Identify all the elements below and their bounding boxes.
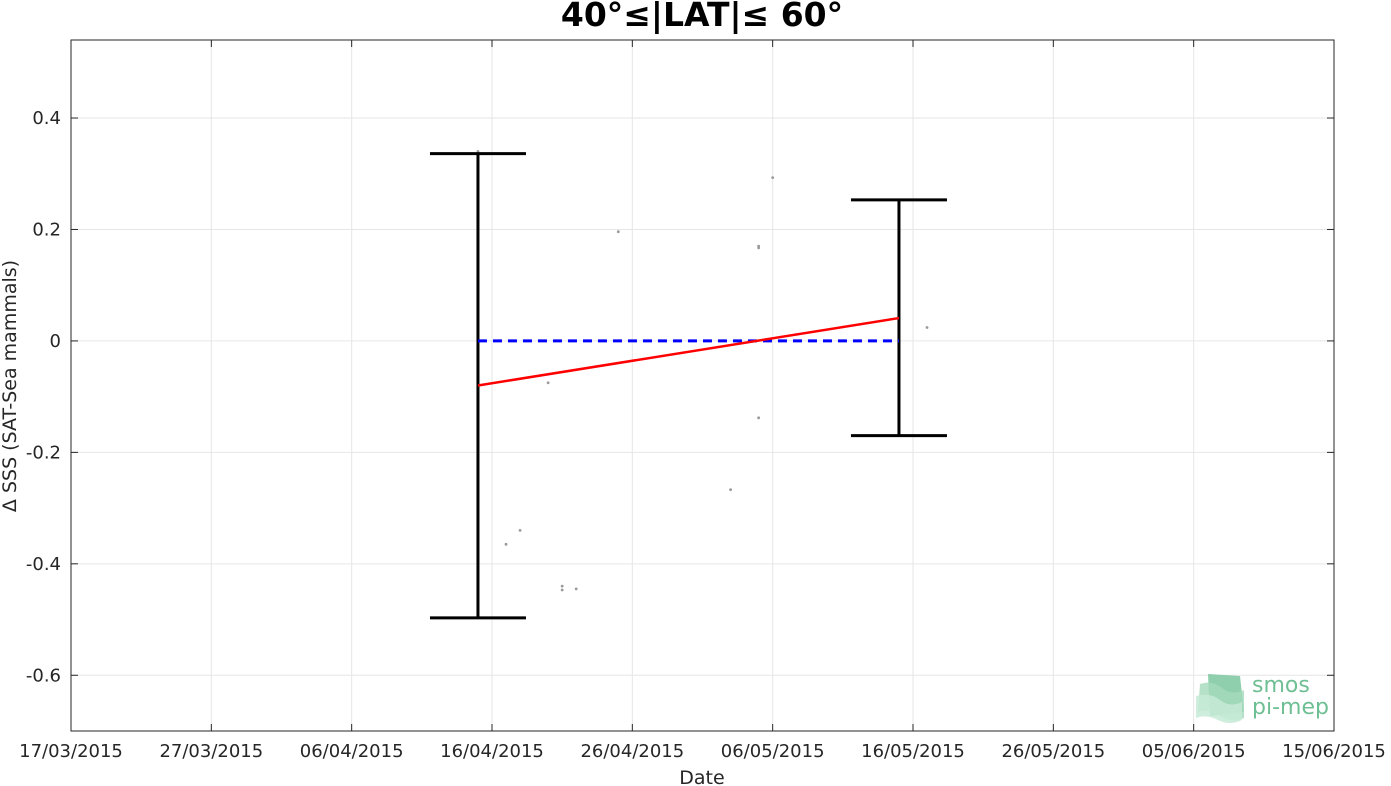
- y-tick-label: 0: [50, 331, 61, 352]
- x-tick-label: 05/06/2015: [1142, 741, 1246, 762]
- data-point: [504, 542, 508, 546]
- x-tick-labels: 17/03/2015 27/03/2015 06/04/2015 16/04/2015…: [19, 741, 1386, 762]
- y-tick-label: -0.2: [26, 442, 61, 463]
- data-point: [560, 588, 564, 592]
- x-tick-label: 26/05/2015: [1001, 741, 1105, 762]
- data-point: [560, 584, 564, 588]
- data-point: [616, 230, 620, 234]
- x-tick-label: 26/04/2015: [580, 741, 684, 762]
- x-tick-label: 27/03/2015: [159, 741, 263, 762]
- data-point: [574, 587, 578, 591]
- chart-marks: [429, 150, 947, 620]
- data-point: [925, 326, 929, 329]
- smos-pi-mep-logo: smos pi-mep: [1196, 673, 1329, 723]
- data-point: [518, 528, 522, 532]
- y-tick-label: 0.4: [32, 108, 61, 129]
- x-tick-label: 16/04/2015: [440, 741, 544, 762]
- x-axis-title: Date: [679, 767, 724, 786]
- plot-frame: [70, 39, 1335, 732]
- x-tick-label: 15/06/2015: [1282, 741, 1386, 762]
- data-point: [729, 488, 732, 492]
- trend-line: [477, 316, 900, 387]
- axis-ticks: [70, 40, 1335, 731]
- x-tick-label: 06/04/2015: [300, 741, 404, 762]
- x-tick-label: 16/05/2015: [861, 741, 965, 762]
- logo-text-pi-mep: pi-mep: [1252, 695, 1329, 720]
- data-point: [757, 246, 761, 250]
- grid: [71, 40, 1334, 731]
- x-tick-label: 17/03/2015: [19, 741, 123, 762]
- data-point: [757, 416, 761, 420]
- logo-waves-icon: [1196, 674, 1244, 723]
- data-point: [476, 150, 480, 153]
- y-tick-label: 0.2: [32, 219, 61, 240]
- y-tick-label: -0.4: [26, 554, 61, 575]
- x-tick-label: 06/05/2015: [721, 741, 825, 762]
- chart-title: 40°≤|LAT|≤ 60°: [561, 0, 843, 34]
- data-point: [771, 176, 775, 180]
- y-axis-title: Δ SSS (SAT-Sea mammals): [0, 260, 21, 512]
- data-point: [546, 381, 550, 385]
- y-tick-labels: 0.4 0.2 0 -0.2 -0.4 -0.6: [26, 108, 61, 686]
- y-tick-label: -0.6: [26, 665, 61, 686]
- logo-text-smos: smos: [1252, 673, 1310, 698]
